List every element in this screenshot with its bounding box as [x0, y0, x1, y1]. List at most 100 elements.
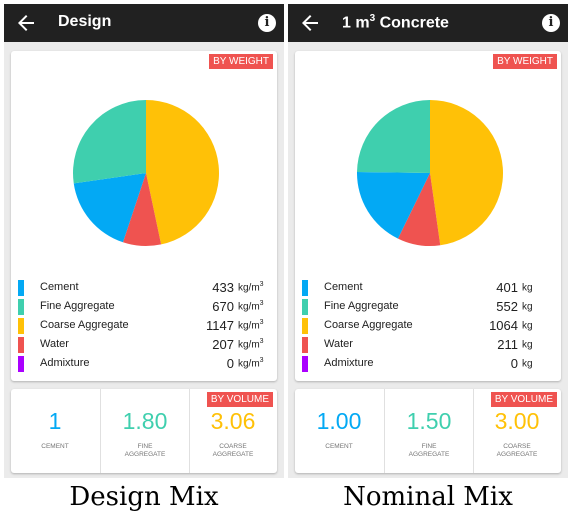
- pie-slice-coarse-aggregate: [430, 100, 504, 246]
- legend-row-fine-aggregate: Fine Aggregate 552 kg: [302, 298, 556, 317]
- by-weight-tag: BY WEIGHT: [209, 54, 273, 69]
- material-unit: kg/m3: [238, 319, 264, 332]
- volume-value: 3.00: [494, 408, 540, 434]
- legend-row-coarse-aggregate: Coarse Aggregate 1147 kg/m3: [18, 317, 272, 336]
- material-unit: kg: [522, 339, 533, 351]
- material-value: 0: [510, 356, 518, 371]
- nominal-mix-caption: Nominal Mix: [343, 482, 513, 512]
- by-weight-tag: BY WEIGHT: [493, 54, 557, 69]
- water-swatch: [302, 337, 308, 353]
- pie-slice-cement: [357, 171, 430, 239]
- material-name: Coarse Aggregate: [324, 319, 413, 331]
- pie-slice-water: [122, 173, 162, 246]
- legend-row-cement: Cement 401 kg: [302, 279, 556, 298]
- material-name: Fine Aggregate: [324, 300, 399, 312]
- volume-cement: 1.00 CEMENT: [295, 389, 383, 473]
- volume-coarse-aggregate: 3.06 COARSE AGGREGATE: [189, 389, 277, 473]
- material-name: Coarse Aggregate: [40, 319, 129, 331]
- volume-fine-aggregate: 1.50 FINE AGGREGATE: [384, 389, 474, 473]
- material-name: Fine Aggregate: [40, 300, 115, 312]
- pie-slice-fine-aggregate: [73, 100, 146, 184]
- design-mix-caption: Design Mix: [69, 482, 219, 512]
- by-volume-tag: BY VOLUME: [206, 392, 273, 407]
- volume-label: CEMENT: [41, 443, 69, 450]
- legend-row-fine-aggregate: Fine Aggregate 670 kg/m3: [18, 298, 272, 317]
- material-value: 0: [226, 356, 234, 371]
- legend-row-coarse-aggregate: Coarse Aggregate 1064 kg: [302, 317, 556, 336]
- volume-coarse-aggregate: 3.00 COARSE AGGREGATE: [473, 389, 561, 473]
- app-bar: 1 m3 Concrete i: [288, 4, 568, 42]
- cement-swatch: [302, 280, 308, 296]
- cement-swatch: [18, 280, 24, 296]
- material-name: Water: [40, 338, 69, 350]
- coarse-aggregate-swatch: [302, 318, 308, 334]
- legend: Cement 401 kg Fine Aggregate 552 kg Coar…: [302, 279, 556, 374]
- material-unit: kg: [522, 282, 533, 294]
- legend-row-cement: Cement 433 kg/m3: [18, 279, 272, 298]
- legend-row-water: Water 207 kg/m3: [18, 336, 272, 355]
- material-value: 1064: [489, 318, 518, 333]
- material-value: 401: [496, 280, 518, 295]
- material-value: 670: [212, 299, 234, 314]
- app-bar: Design i: [4, 4, 284, 42]
- material-name: Water: [324, 338, 353, 350]
- by-weight-card: BY WEIGHT Cement 433 kg/m3 Fine Aggregat…: [11, 51, 277, 381]
- arrow-left-icon[interactable]: [298, 11, 322, 35]
- material-value: 552: [496, 299, 518, 314]
- coarse-aggregate-swatch: [18, 318, 24, 334]
- pie-slice-cement: [73, 173, 146, 243]
- fine-aggregate-swatch: [302, 299, 308, 315]
- material-unit: kg/m3: [238, 357, 264, 370]
- volume-fine-aggregate: 1.80 FINE AGGREGATE: [100, 389, 190, 473]
- volume-value: 1.50: [406, 408, 452, 434]
- legend-row-water: Water 211 kg: [302, 336, 556, 355]
- volume-label: COARSE AGGREGATE: [212, 443, 254, 458]
- volume-label: COARSE AGGREGATE: [496, 443, 538, 458]
- pie-slice-fine-aggregate: [357, 100, 430, 173]
- fine-aggregate-swatch: [18, 299, 24, 315]
- page-title: 1 m3 Concrete: [342, 13, 449, 32]
- material-unit: kg/m3: [238, 300, 264, 313]
- arrow-left-icon[interactable]: [14, 11, 38, 35]
- material-value: 433: [212, 280, 234, 295]
- material-value: 1147: [206, 318, 234, 333]
- volume-label: FINE AGGREGATE: [124, 443, 166, 458]
- material-value: 211: [497, 337, 518, 352]
- by-weight-card: BY WEIGHT Cement 401 kg Fine Aggregate 5…: [295, 51, 561, 381]
- material-unit: kg/m3: [238, 281, 264, 294]
- volume-value: 1: [48, 408, 62, 434]
- admixture-swatch: [18, 356, 24, 372]
- page-title: Design: [58, 13, 112, 30]
- volume-cement: 1 CEMENT: [11, 389, 99, 473]
- volume-label: FINE AGGREGATE: [408, 443, 450, 458]
- pie-slice-water: [397, 173, 441, 246]
- material-unit: kg: [522, 320, 533, 332]
- water-swatch: [18, 337, 24, 353]
- nominal-mix-screen: 1 m3 Concrete i BY WEIGHT Cement 401 kg …: [288, 4, 568, 478]
- material-unit: kg/m3: [238, 338, 264, 351]
- info-icon[interactable]: i: [542, 14, 560, 32]
- legend-row-admixture: Admixture 0 kg: [302, 355, 556, 374]
- by-volume-tag: BY VOLUME: [490, 392, 557, 407]
- legend-row-admixture: Admixture 0 kg/m3: [18, 355, 272, 374]
- volume-value: 3.06: [210, 408, 256, 434]
- by-volume-card: 1 CEMENT 1.80 FINE AGGREGATE 3.06 COARSE…: [11, 389, 277, 473]
- pie-chart: [73, 100, 219, 246]
- by-volume-card: 1.00 CEMENT 1.50 FINE AGGREGATE 3.00 COA…: [295, 389, 561, 473]
- admixture-swatch: [302, 356, 308, 372]
- material-value: 207: [212, 337, 234, 352]
- material-name: Admixture: [40, 357, 90, 369]
- material-name: Admixture: [324, 357, 374, 369]
- pie-slice-coarse-aggregate: [146, 100, 219, 245]
- material-unit: kg: [522, 301, 533, 313]
- volume-value: 1.00: [316, 408, 362, 434]
- volume-value: 1.80: [122, 408, 168, 434]
- material-name: Cement: [324, 281, 363, 293]
- volume-label: CEMENT: [325, 443, 353, 450]
- material-unit: kg: [522, 358, 533, 370]
- legend: Cement 433 kg/m3 Fine Aggregate 670 kg/m…: [18, 279, 272, 374]
- material-name: Cement: [40, 281, 79, 293]
- design-mix-screen: Design i BY WEIGHT Cement 433 kg/m3 Fine…: [4, 4, 284, 478]
- pie-chart: [357, 100, 504, 246]
- info-icon[interactable]: i: [258, 14, 276, 32]
